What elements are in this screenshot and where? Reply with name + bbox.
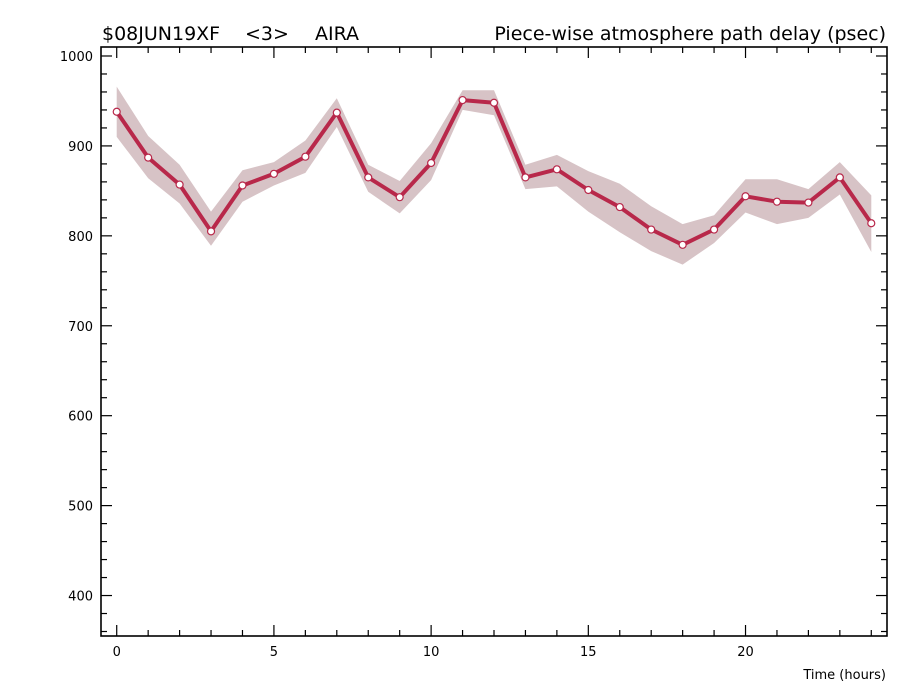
error-band-layer: [116, 86, 872, 265]
chart-title: Piece-wise atmosphere path delay (psec): [494, 23, 886, 45]
data-point: [458, 95, 467, 105]
data-point: [552, 165, 561, 174]
x-tick-label: 10: [423, 645, 440, 660]
x-tick-label: 0: [113, 645, 121, 660]
data-point: [615, 202, 624, 212]
data-points-layer: [112, 95, 876, 249]
data-point: [427, 158, 436, 168]
data-point: [489, 98, 499, 107]
data-point: [112, 107, 121, 116]
data-point: [175, 180, 184, 189]
data-point: [332, 108, 341, 117]
plot-frame: [100, 46, 888, 637]
y-tick-label: 400: [68, 590, 93, 605]
error-band: [116, 86, 872, 265]
series-line: [115, 98, 873, 247]
data-point: [772, 197, 782, 206]
data-point: [709, 225, 719, 234]
data-point: [395, 193, 404, 202]
data-point: [804, 198, 813, 207]
series-line-layer: [115, 98, 873, 247]
axis-ticks: 400 500 600 700 800 900 1000 0 5 10 15 20: [60, 47, 887, 660]
x-tick-label: 5: [270, 645, 278, 660]
x-tick-label: 20: [737, 645, 754, 660]
data-point: [584, 185, 593, 195]
y-tick-label: 700: [68, 320, 93, 335]
data-point: [364, 173, 373, 182]
y-tick-label: 900: [68, 140, 93, 155]
y-tick-label: 600: [68, 410, 93, 425]
data-point: [741, 192, 750, 201]
data-point: [269, 169, 279, 178]
x-axis-label: Time (hours): [802, 668, 886, 683]
data-point: [647, 225, 656, 234]
x-tick-label: 15: [580, 645, 597, 660]
data-point: [144, 153, 153, 162]
y-tick-label: 1000: [60, 50, 93, 65]
data-point: [867, 219, 876, 228]
y-tick-label: 800: [68, 230, 93, 245]
station-name: AIRA: [315, 23, 359, 45]
data-point: [521, 173, 530, 182]
y-tick-label: 500: [68, 500, 93, 515]
data-point: [206, 227, 216, 236]
data-point: [678, 240, 687, 249]
data-point: [835, 173, 844, 182]
scan-number: <3>: [245, 23, 289, 45]
data-point: [301, 152, 310, 161]
data-point: [238, 181, 247, 190]
experiment-name: $08JUN19XF: [102, 23, 220, 45]
